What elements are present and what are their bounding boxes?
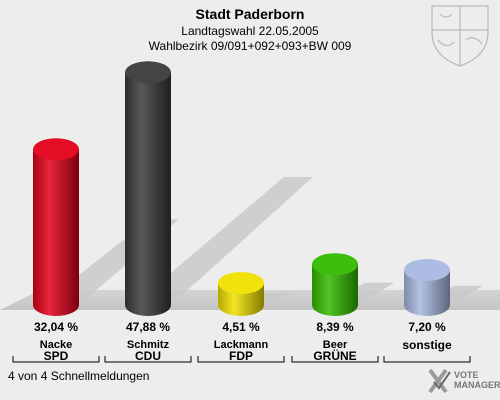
- category-bracket: [383, 356, 471, 363]
- bar-top: [404, 259, 450, 282]
- vote-manager-logo: VOTE MANAGER: [454, 370, 500, 390]
- party-label: sonstige: [402, 338, 452, 352]
- value-label: 32,04 %: [34, 320, 78, 334]
- value-label: 4,51 %: [222, 320, 260, 334]
- value-label: 8,39 %: [316, 320, 354, 334]
- value-label: 7,20 %: [408, 320, 446, 334]
- category-bracket: [291, 356, 379, 363]
- party-label: FDP: [229, 349, 253, 363]
- category-bracket: [197, 356, 285, 363]
- logo-line-2: MANAGER: [454, 380, 500, 390]
- bar-top: [218, 272, 264, 295]
- value-label: 47,88 %: [126, 320, 170, 334]
- logo-line-1: VOTE: [454, 370, 479, 380]
- status-text: 4 von 4 Schnellmeldungen: [8, 369, 150, 383]
- category-bracket: [12, 356, 100, 363]
- party-label: CDU: [135, 349, 161, 363]
- bar-top: [125, 61, 171, 84]
- bar-top: [33, 138, 79, 161]
- bar-sonstige: [404, 270, 450, 316]
- candidate-label: Schmitz: [127, 339, 170, 351]
- candidate-label: Lackmann: [214, 339, 269, 351]
- chart-title: Stadt Paderborn: [195, 6, 305, 22]
- chart-subtitle: Landtagswahl 22.05.2005: [181, 24, 319, 38]
- party-label: GRÜNE: [313, 348, 356, 363]
- coat-of-arms-icon: [431, 5, 489, 67]
- district-label: Wahlbezirk 09/091+092+093+BW 009: [148, 39, 352, 53]
- party-label: SPD: [44, 349, 69, 363]
- candidate-label: Beer: [323, 339, 348, 351]
- bar-spd: [33, 149, 79, 316]
- bar-cdu: [125, 72, 171, 317]
- vote-manager-logo-icon: [428, 368, 451, 394]
- bar-shadow: [133, 177, 313, 305]
- candidate-label: Nacke: [40, 339, 72, 351]
- bar-grne: [312, 264, 358, 316]
- category-bracket: [104, 356, 192, 363]
- bar-top: [312, 253, 358, 276]
